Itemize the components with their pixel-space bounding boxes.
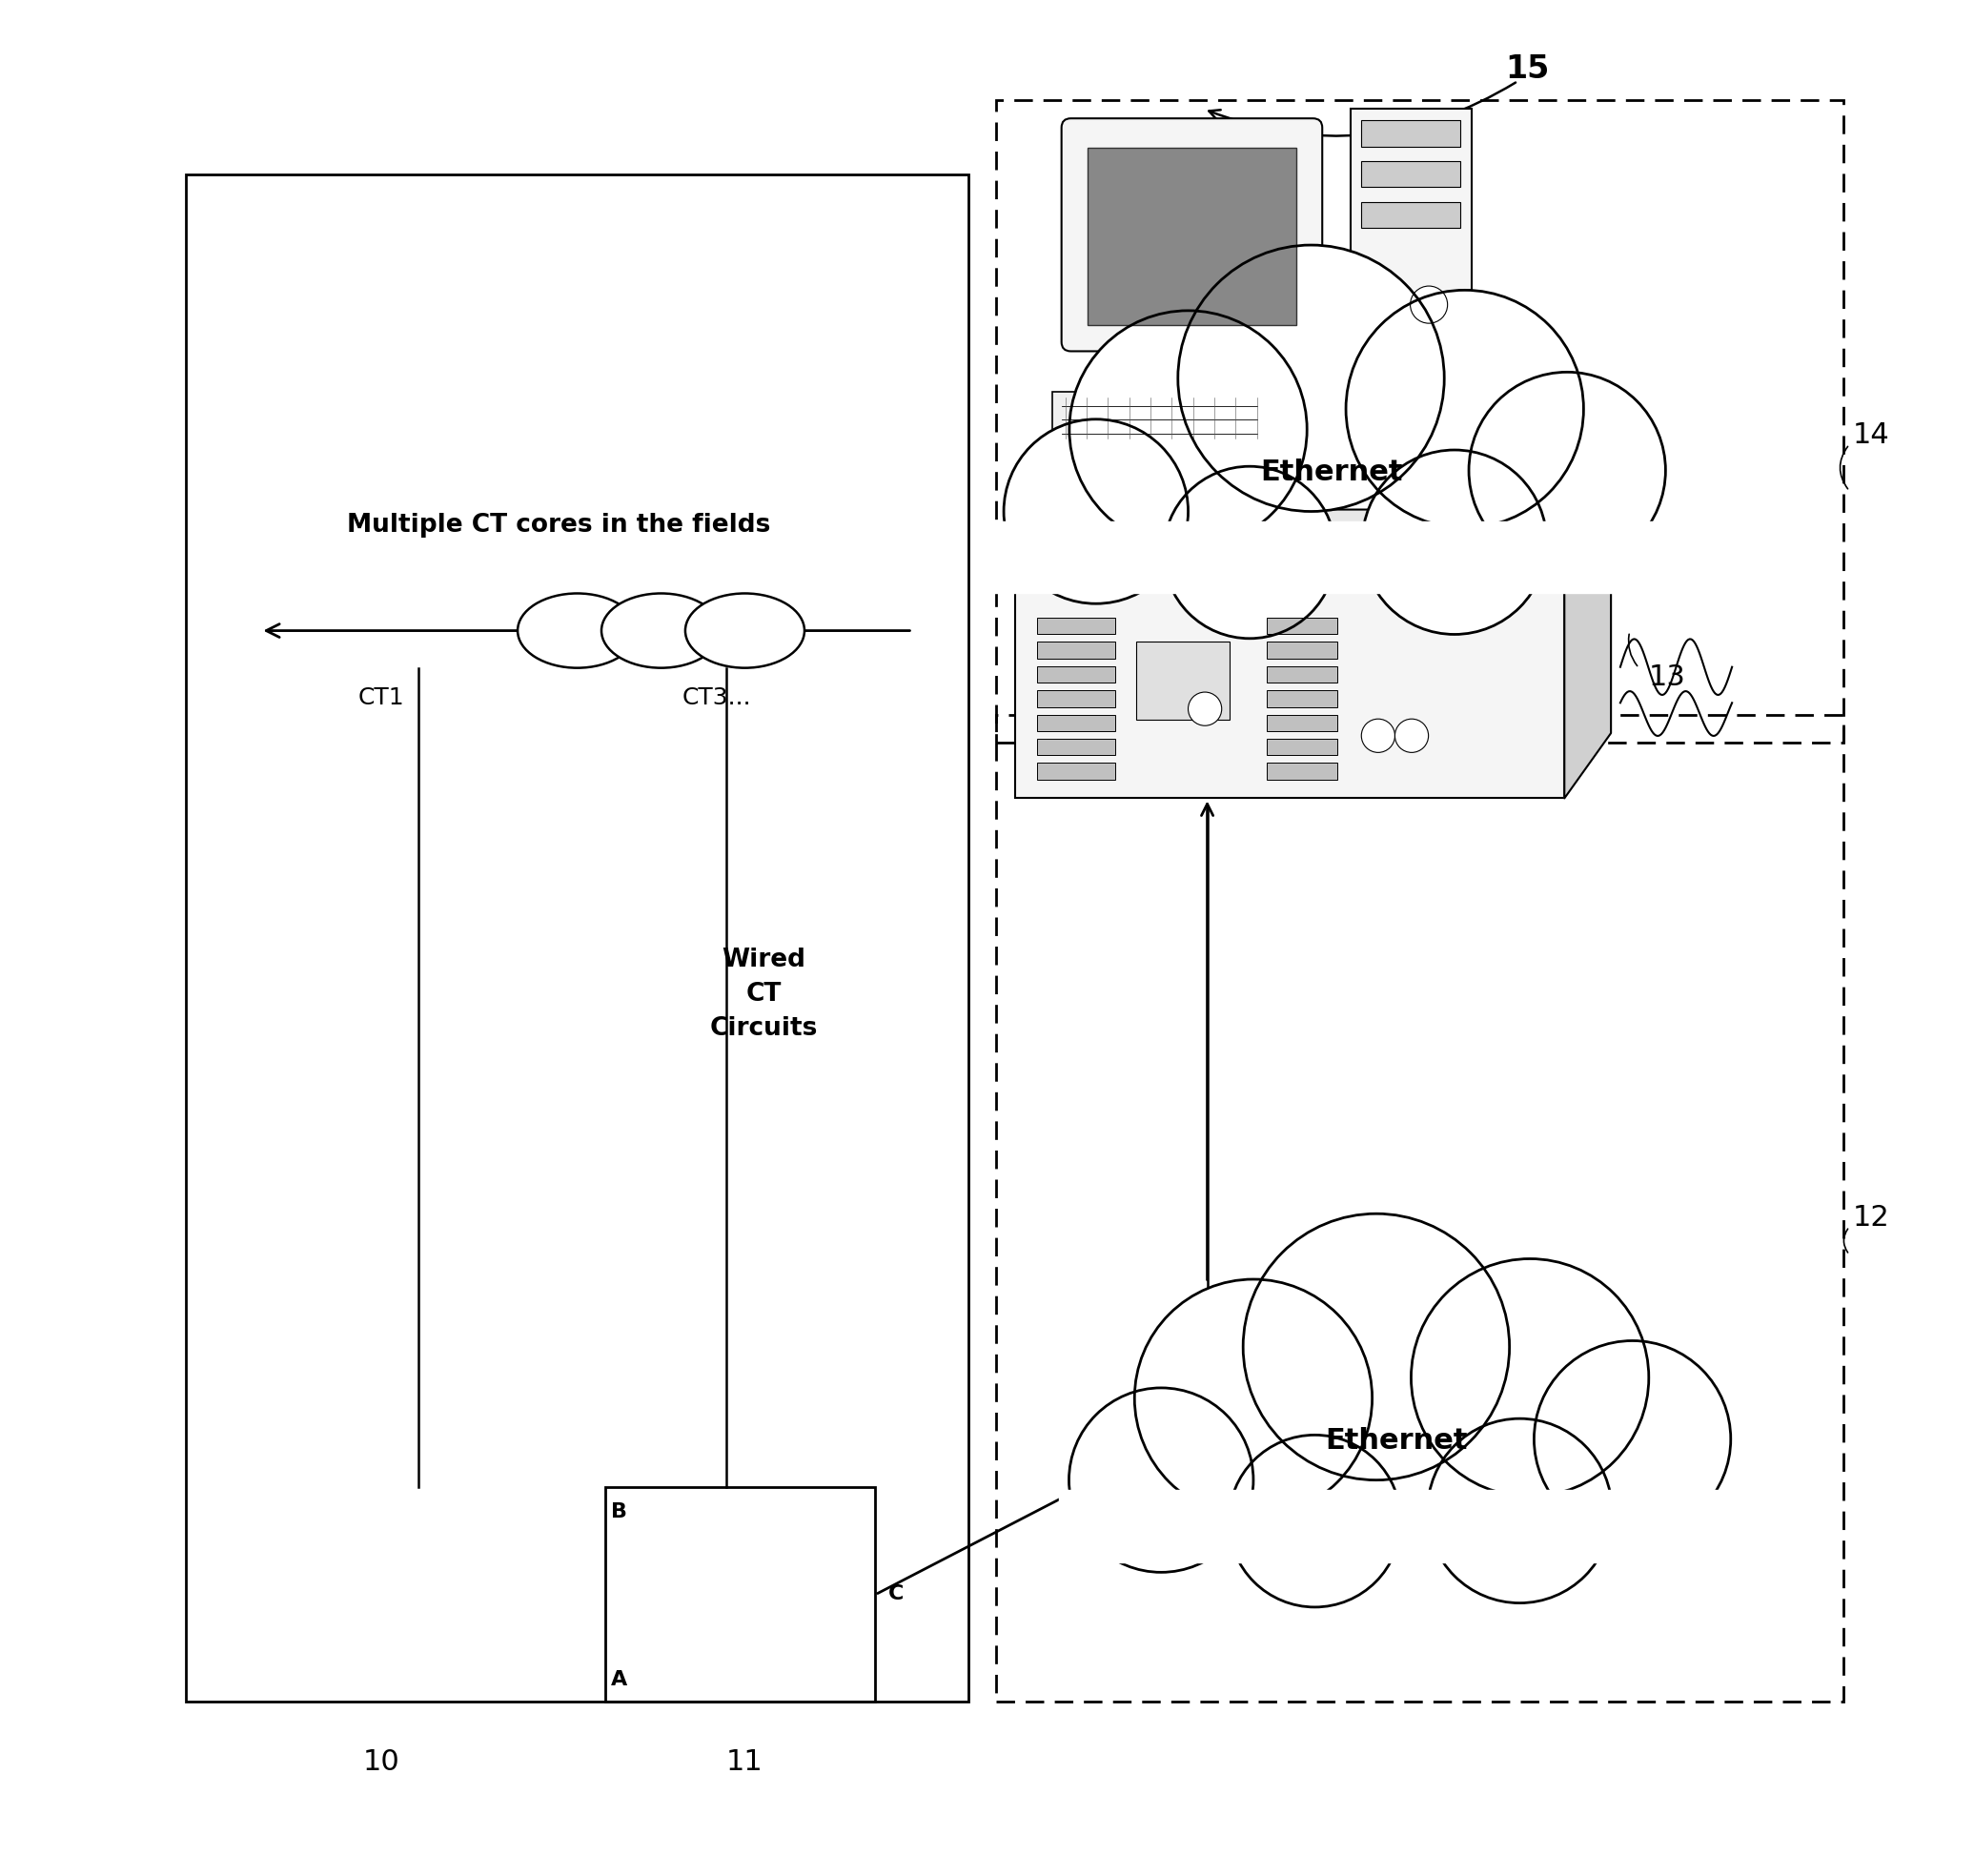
Text: B: B xyxy=(610,1503,628,1521)
Circle shape xyxy=(1409,285,1447,323)
Text: CT3...: CT3... xyxy=(683,687,752,709)
Polygon shape xyxy=(1058,1490,1735,1563)
Text: 15: 15 xyxy=(1504,53,1550,84)
Bar xyxy=(1267,739,1336,756)
Circle shape xyxy=(1469,371,1666,568)
Text: Ethernet: Ethernet xyxy=(1259,458,1404,486)
Circle shape xyxy=(1534,1341,1731,1538)
Bar xyxy=(1267,764,1336,780)
Bar xyxy=(1362,161,1461,188)
Circle shape xyxy=(1228,1435,1402,1608)
Ellipse shape xyxy=(1271,388,1317,463)
Text: 10: 10 xyxy=(363,1748,401,1777)
Text: Wired
CT
Circuits: Wired CT Circuits xyxy=(709,947,817,1041)
Bar xyxy=(1052,392,1267,445)
Bar xyxy=(1135,642,1230,720)
Circle shape xyxy=(1362,450,1548,634)
Polygon shape xyxy=(1139,388,1230,413)
Ellipse shape xyxy=(685,593,805,668)
Bar xyxy=(1362,203,1461,229)
Circle shape xyxy=(1178,246,1445,512)
Bar xyxy=(1267,715,1336,732)
Text: A: A xyxy=(610,1670,628,1688)
Bar xyxy=(1088,148,1297,325)
Circle shape xyxy=(1427,1418,1613,1602)
Circle shape xyxy=(1188,692,1222,726)
Circle shape xyxy=(1163,467,1336,638)
Ellipse shape xyxy=(602,593,721,668)
Bar xyxy=(997,99,1844,743)
Circle shape xyxy=(1135,1279,1372,1518)
Bar xyxy=(1036,690,1115,707)
Bar xyxy=(1350,109,1471,379)
FancyBboxPatch shape xyxy=(1062,118,1323,351)
Bar xyxy=(1267,690,1336,707)
Ellipse shape xyxy=(517,593,638,668)
Bar xyxy=(1267,617,1336,634)
Bar xyxy=(1015,574,1565,799)
Bar xyxy=(606,1488,874,1702)
Bar xyxy=(997,715,1844,1702)
Polygon shape xyxy=(993,522,1670,593)
Circle shape xyxy=(1362,719,1396,752)
Bar xyxy=(186,174,969,1702)
Circle shape xyxy=(1244,1214,1510,1480)
Polygon shape xyxy=(1565,510,1611,799)
Circle shape xyxy=(1411,1259,1648,1497)
Bar xyxy=(1267,642,1336,658)
Circle shape xyxy=(1003,418,1188,604)
Text: CT1: CT1 xyxy=(359,687,405,709)
Bar xyxy=(1036,666,1115,683)
Bar xyxy=(1362,120,1461,146)
Bar xyxy=(1036,642,1115,658)
Text: C: C xyxy=(888,1583,904,1604)
Polygon shape xyxy=(1015,510,1611,574)
Circle shape xyxy=(1070,1388,1253,1572)
Bar xyxy=(1036,715,1115,732)
Text: 14: 14 xyxy=(1854,422,1889,448)
Text: 11: 11 xyxy=(726,1748,764,1777)
Bar xyxy=(1036,617,1115,634)
Text: 13: 13 xyxy=(1648,664,1686,690)
Bar xyxy=(1036,764,1115,780)
Circle shape xyxy=(1346,291,1583,527)
Text: 12: 12 xyxy=(1854,1204,1889,1231)
Circle shape xyxy=(1396,719,1429,752)
Text: Multiple CT cores in the fields: Multiple CT cores in the fields xyxy=(347,512,770,538)
Bar xyxy=(1267,666,1336,683)
Text: Ethernet: Ethernet xyxy=(1325,1428,1469,1454)
Bar xyxy=(1036,739,1115,756)
Circle shape xyxy=(1070,311,1307,548)
